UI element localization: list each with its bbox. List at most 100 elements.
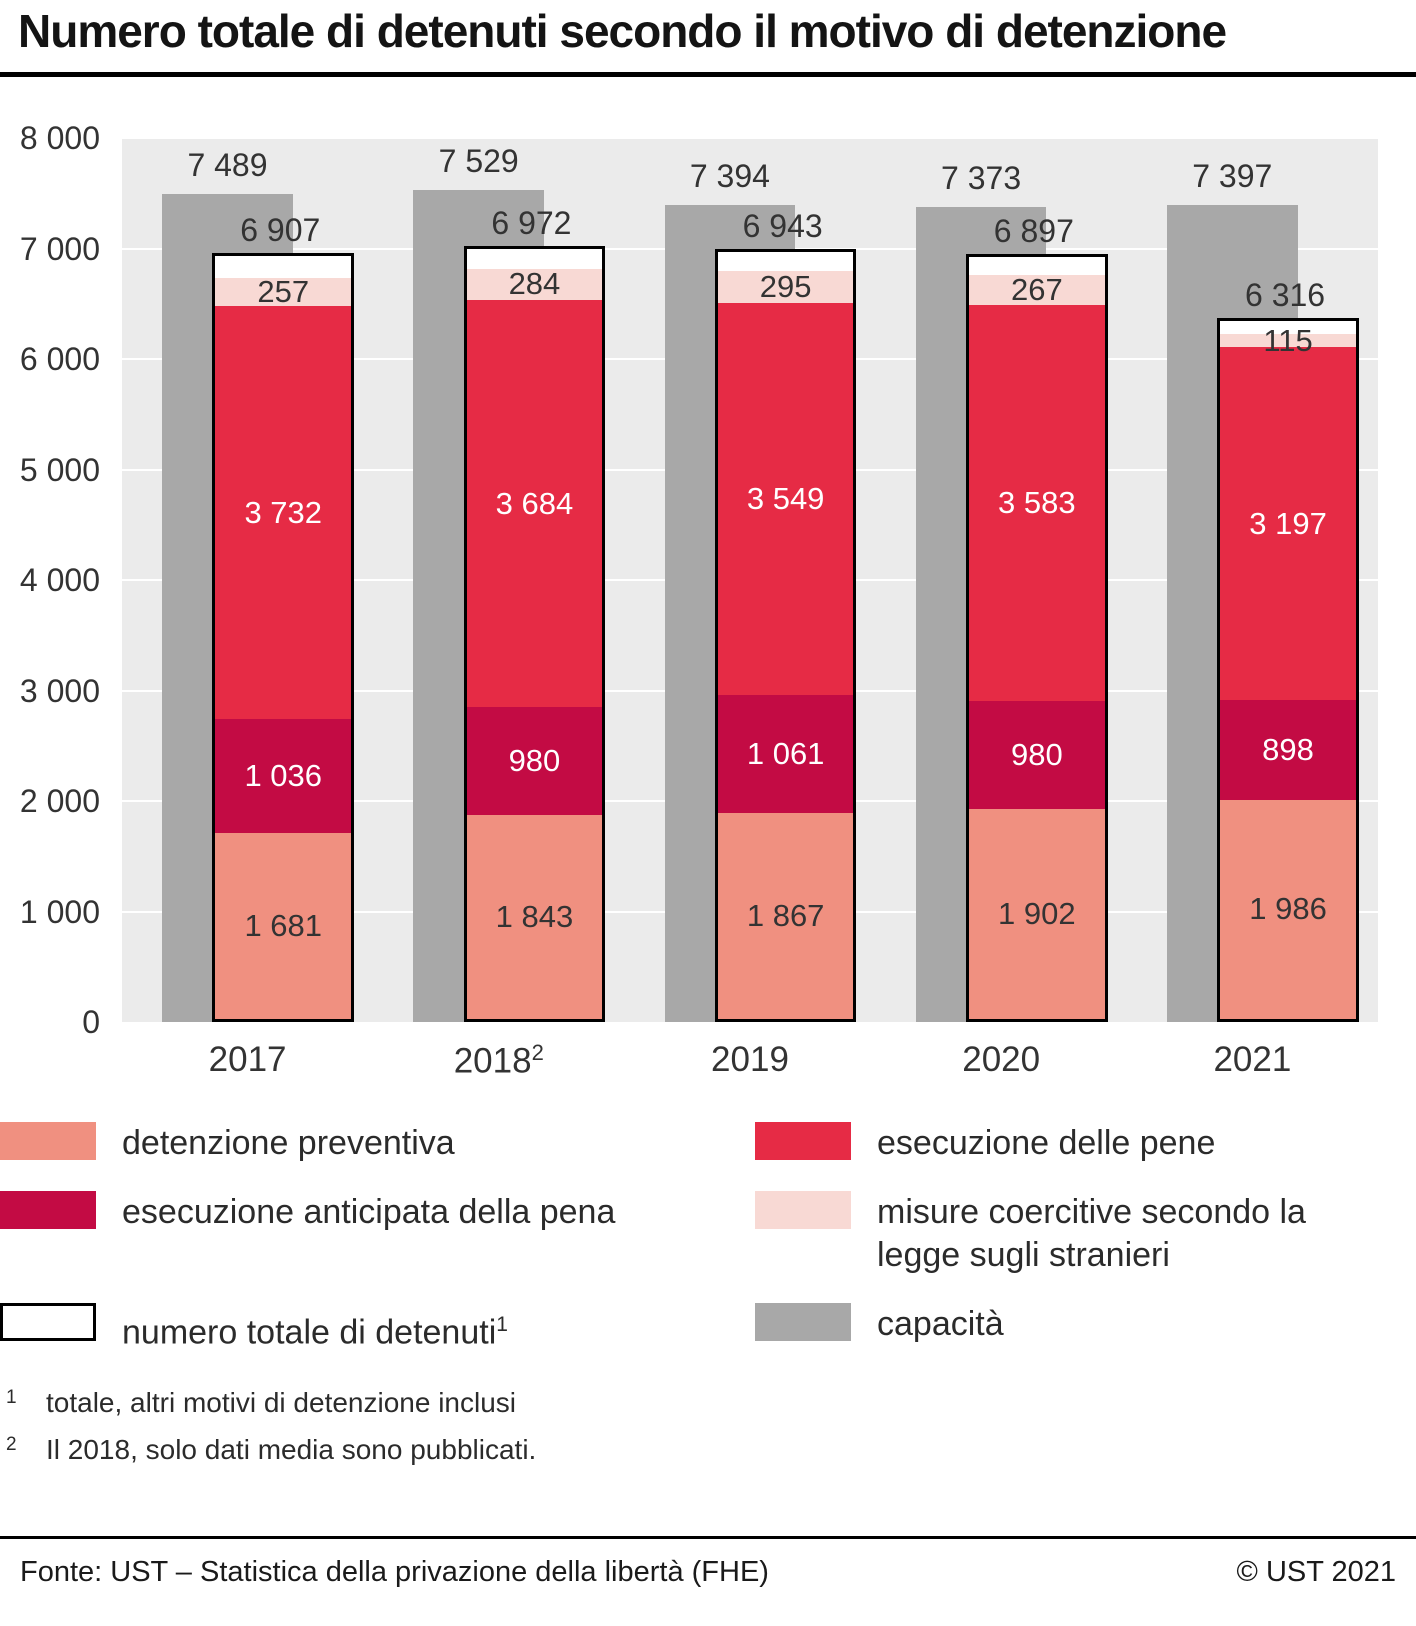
segment-misure-coercitive-secondo-la-legge-sugli-stranieri: 115: [1220, 323, 1356, 358]
year-group-2018: 7 529 1 843 980 3 684 284 6 972: [373, 138, 624, 1022]
segment-esecuzione-anticipata-della-pena: 980: [466, 707, 603, 816]
x-axis-label: 2019: [624, 1040, 875, 1080]
total-bar: 1 986 898 3 197 115: [1217, 318, 1359, 1022]
legend-label: esecuzione delle pene: [877, 1124, 1216, 1162]
x-axis-year: 2020: [962, 1040, 1041, 1079]
footnote: 2 Il 2018, solo dati media sono pubblicat…: [6, 1433, 536, 1467]
segment-detenzione-preventiva: 1 681: [215, 833, 352, 1019]
year-group-2017: 7 489 1 681 1 036 3 732 257 6 907: [122, 138, 373, 1022]
x-axis-label: 2020: [876, 1040, 1127, 1080]
segment-value-label: 898: [1262, 731, 1314, 767]
legend-swatch: [755, 1122, 851, 1160]
year-group-2020: 7 373 1 902 980 3 583 267 6 897: [876, 138, 1127, 1022]
segment-value-label: 1 061: [746, 736, 825, 772]
y-tick-label: 4 000: [19, 562, 100, 598]
segment-value-label: 3 732: [244, 494, 323, 530]
y-tick-label: 5 000: [19, 451, 100, 488]
legend-label: numero totale di detenuti1: [122, 1313, 508, 1352]
x-axis-footnote-ref: 2: [531, 1040, 544, 1065]
capacity-value-label: 7 397: [1192, 157, 1273, 194]
y-axis: 8 000 7 000 6 000 5 000 4 000 3 000 2 000 1 000…: [0, 120, 108, 1100]
segment-value-label: 1 986: [1249, 891, 1327, 927]
capacity-value-label: 7 489: [187, 147, 268, 184]
legend-item-misure-coercitive-secondo-la-legge-sugli-stranieri: misure coercitive secondo la legge sugli…: [755, 1191, 1416, 1277]
copyright-text: © UST 2021: [1236, 1556, 1396, 1588]
total-bar: 1 843 980 3 684 284: [463, 245, 606, 1022]
x-axis-year: 2018: [453, 1041, 532, 1081]
segment-value-label: 257: [257, 274, 310, 310]
x-axis-label: 2021: [1127, 1040, 1378, 1080]
legend-item-detenzione-preventiva: detenzione preventiva: [0, 1122, 755, 1165]
footer-rule: [0, 1536, 1416, 1539]
segment-esecuzione-delle-pene: 3 732: [215, 306, 352, 719]
capacity-value-label: 7 394: [689, 157, 770, 194]
legend-item-esecuzione-delle-pene: esecuzione delle pene: [755, 1122, 1416, 1165]
footnote-marker: 2: [6, 1434, 17, 1455]
footnotes: 1 totale, altri motivi di detenzione incl…: [6, 1386, 536, 1480]
segment-esecuzione-delle-pene: 3 583: [969, 304, 1105, 701]
legend-label: misure coercitive secondo la legge sugli…: [877, 1193, 1306, 1274]
gridline: [122, 137, 1378, 139]
y-tick-label: 1 000: [19, 893, 100, 930]
segment-value-label: 284: [508, 266, 561, 302]
capacity-value-label: 7 373: [941, 160, 1022, 197]
year-group-2019: 7 394 1 867 1 061 3 549 295 6 943: [624, 138, 875, 1022]
legend-label: capacità: [877, 1305, 1004, 1343]
legend-swatch: [0, 1122, 96, 1160]
capacity-value-label: 7 529: [438, 143, 519, 180]
total-value-label: 6 907: [240, 211, 321, 248]
legend-item-numero-totale-di-detenuti: numero totale di detenuti1: [0, 1303, 755, 1354]
x-axis: 2017 20182 2019 2020 2021: [122, 1040, 1378, 1092]
segment-value-label: 1 036: [244, 758, 323, 794]
x-axis-label: 2017: [122, 1040, 373, 1080]
total-bar: 1 902 980 3 583 267: [966, 253, 1108, 1022]
segment-value-label: 3 549: [746, 481, 825, 517]
y-tick-label: 0: [82, 1004, 100, 1040]
footnote: 1 totale, altri motivi di detenzione incl…: [6, 1386, 536, 1420]
y-tick-label: 7 000: [19, 230, 100, 267]
segment-value-label: 3 583: [998, 484, 1076, 520]
segment-detenzione-preventiva: 1 843: [466, 815, 603, 1019]
title-rule: [0, 72, 1416, 77]
segment-esecuzione-anticipata-della-pena: 1 061: [717, 695, 854, 813]
legend-swatch: [755, 1303, 851, 1341]
chart-title: Numero totale di detenuti secondo il mot…: [18, 5, 1227, 57]
bar-chart: 8 000 7 000 6 000 5 000 4 000 3 000 2 000 1 000…: [0, 120, 1416, 1100]
footnote-text: totale, altri motivi di detenzione inclu…: [46, 1387, 517, 1418]
y-tick-label: 3 000: [19, 672, 100, 709]
legend-swatch: [755, 1191, 851, 1229]
segment-value-label: 267: [1010, 271, 1063, 307]
segment-value-label: 1 681: [244, 908, 323, 944]
legend-footnote-ref: 1: [496, 1313, 508, 1336]
segment-misure-coercitive-secondo-la-legge-sugli-stranieri: 267: [969, 271, 1105, 307]
footnote-marker: 1: [6, 1387, 17, 1408]
total-value-label: 6 943: [742, 207, 823, 244]
legend: detenzione preventiva esecuzione delle pe…: [0, 1122, 1416, 1354]
legend-item-capacità: capacità: [755, 1303, 1416, 1346]
y-tick-label: 2 000: [19, 783, 100, 819]
segment-value-label: 980: [508, 743, 561, 779]
source-text: Fonte: UST – Statistica della privazione…: [20, 1556, 769, 1588]
legend-label: esecuzione anticipata della pena: [122, 1193, 616, 1231]
segment-value-label: 1 902: [998, 895, 1076, 931]
segment-value-label: 115: [1263, 322, 1313, 358]
footer: Fonte: UST – Statistica della privazione…: [20, 1556, 1396, 1589]
legend-label: detenzione preventiva: [122, 1124, 455, 1162]
segment-esecuzione-anticipata-della-pena: 898: [1220, 700, 1356, 800]
year-group-2021: 7 397 1 986 898 3 197 115 6 316: [1127, 138, 1378, 1022]
segment-misure-coercitive-secondo-la-legge-sugli-stranieri: 284: [466, 266, 603, 302]
segment-detenzione-preventiva: 1 986: [1220, 799, 1356, 1019]
x-axis-year: 2019: [711, 1040, 789, 1079]
total-value-label: 6 972: [491, 204, 572, 241]
segment-detenzione-preventiva: 1 867: [717, 812, 854, 1019]
x-axis-label: 20182: [373, 1040, 624, 1082]
legend-swatch: [0, 1191, 96, 1229]
legend-item-esecuzione-anticipata-della-pena: esecuzione anticipata della pena: [0, 1191, 755, 1234]
segment-misure-coercitive-secondo-la-legge-sugli-stranieri: 295: [717, 269, 854, 304]
segment-esecuzione-delle-pene: 3 197: [1220, 347, 1356, 701]
segment-esecuzione-anticipata-della-pena: 980: [969, 700, 1105, 809]
segment-esecuzione-delle-pene: 3 684: [466, 300, 603, 708]
total-value-label: 6 897: [993, 212, 1074, 249]
segment-detenzione-preventiva: 1 902: [969, 808, 1105, 1019]
